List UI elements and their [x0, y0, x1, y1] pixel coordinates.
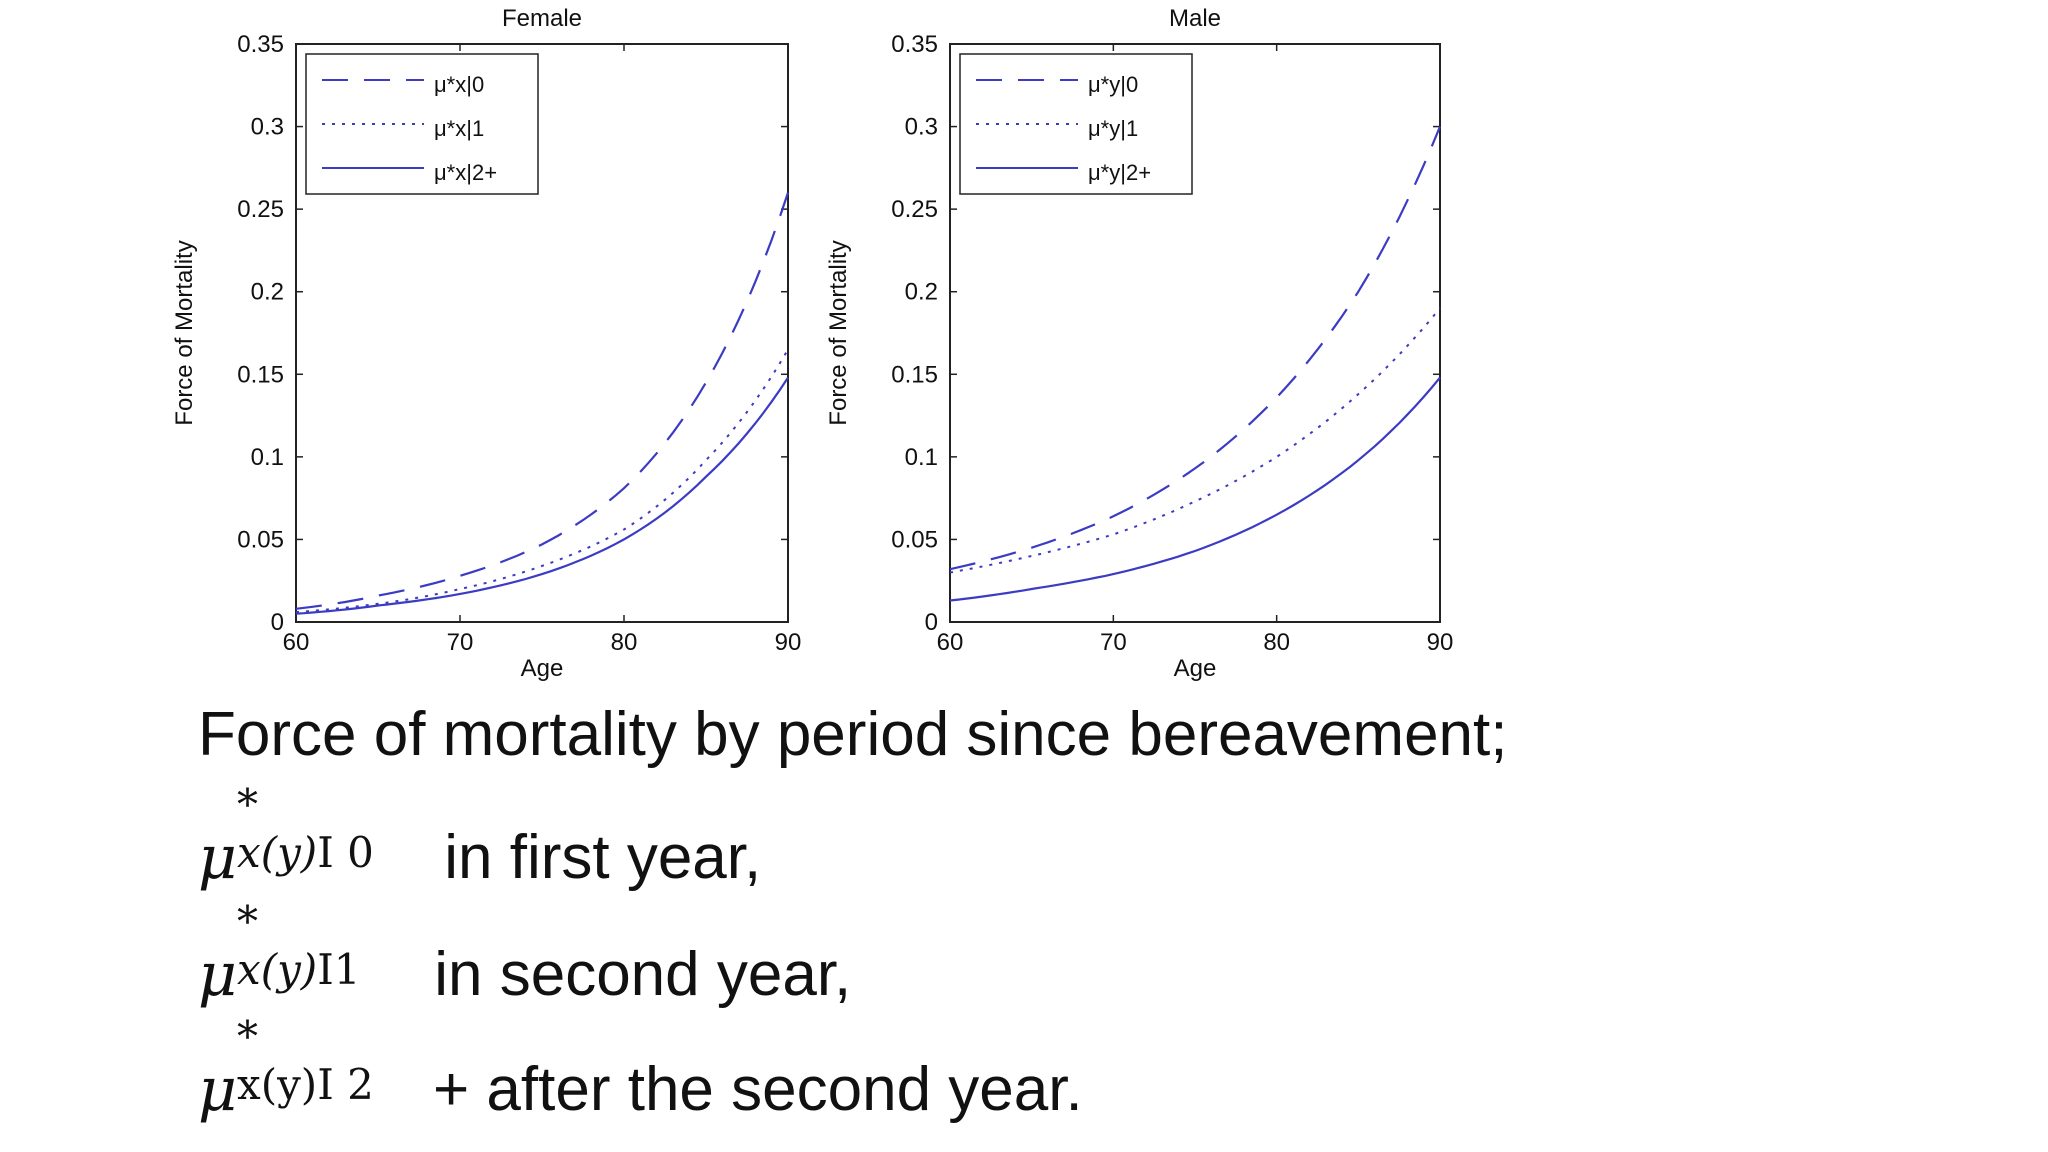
caption-line-3-text: in second year,: [434, 940, 852, 1009]
sub-x: x: [237, 828, 261, 877]
x-tick-label: 80: [611, 629, 638, 656]
y-axis-label: Force of Mortality: [171, 240, 198, 425]
sub-x: x: [237, 1060, 261, 1109]
caption-line-2: μ * x(y)I 0 in first year,: [198, 784, 762, 892]
mu-star: *: [237, 897, 258, 946]
legend-entry: μ*x|1: [434, 116, 484, 141]
x-tick-label: 90: [1427, 629, 1454, 656]
sub-y: (y): [260, 828, 318, 877]
x-tick-label: 80: [1263, 629, 1290, 656]
mu-symbol: μ: [198, 823, 237, 893]
y-tick-label: 0.15: [237, 361, 284, 388]
mu-subscript-0: * x(y)I 0: [237, 784, 427, 878]
series-line-dashed: [295, 192, 790, 610]
y-tick-label: 0.25: [237, 196, 284, 223]
y-tick-label: 0.1: [905, 444, 938, 471]
sub-y: (y): [260, 945, 318, 994]
legend-entry: μ*x|2+: [434, 160, 497, 185]
sub-tail: I 2: [317, 1060, 374, 1109]
y-tick-label: 0.2: [251, 279, 284, 306]
y-axis-label: Force of Mortality: [825, 240, 852, 425]
x-tick-label: 60: [283, 629, 310, 656]
x-axis-label: Age: [1174, 655, 1217, 682]
series-line-solid: [295, 376, 789, 615]
y-tick-label: 0: [925, 609, 938, 636]
sub-tail: I1: [317, 945, 361, 994]
caption-line-3: μ * x(y)I1 in second year,: [198, 901, 852, 1009]
chart-title: Female: [502, 5, 582, 32]
y-tick-label: 0.3: [251, 114, 284, 141]
sub-tail: I 0: [317, 828, 374, 877]
legend-entry: μ*y|1: [1088, 116, 1138, 141]
sub-y: (y): [260, 1060, 318, 1109]
series-line-dotted: [295, 348, 789, 614]
legend-entry: μ*x|0: [434, 72, 484, 97]
y-tick-label: 0: [271, 609, 284, 636]
x-tick-label: 90: [775, 629, 802, 656]
legend-entry: μ*y|2+: [1088, 160, 1151, 185]
mu-subscript-1: * x(y)I1: [237, 901, 417, 995]
mu-symbol: μ: [198, 940, 237, 1010]
mu-symbol: μ: [198, 1055, 237, 1125]
caption-line-4-text: + after the second year.: [433, 1055, 1083, 1124]
x-axis-label: Age: [521, 655, 564, 682]
x-tick-label: 70: [447, 629, 474, 656]
caption-line-1-text: Force of mortality by period since berea…: [198, 700, 1508, 769]
y-tick-label: 0.3: [905, 114, 938, 141]
y-tick-label: 0.15: [891, 361, 938, 388]
caption-line-1: Force of mortality by period since berea…: [198, 704, 1507, 766]
sub-x: x: [237, 945, 261, 994]
series-line-dotted: [949, 307, 1441, 574]
y-tick-label: 0.05: [237, 526, 284, 553]
plot-frame: [295, 43, 789, 623]
chart-title: Male: [1169, 5, 1221, 32]
mu-star: *: [237, 780, 258, 829]
y-tick-label: 0.1: [251, 444, 284, 471]
y-tick-label: 0.35: [891, 31, 938, 58]
y-tick-label: 0.05: [891, 526, 938, 553]
caption-line-4: μ * x(y)I 2 + after the second year.: [198, 1016, 1083, 1124]
plot-frame: [949, 43, 1441, 623]
mu-subscript-2: * x(y)I 2: [237, 1016, 433, 1110]
y-tick-label: 0.25: [891, 196, 938, 223]
series-line-solid: [949, 376, 1441, 602]
series-line-dashed: [949, 126, 1442, 571]
mu-star: *: [237, 1012, 258, 1061]
y-tick-label: 0.2: [905, 279, 938, 306]
charts-area: Female Age Force of Mortality 60 70 80 90 0 0.05…: [171, 5, 1454, 682]
x-tick-label: 60: [937, 629, 964, 656]
legend-entry: μ*y|0: [1088, 72, 1138, 97]
caption-line-2-text: in first year,: [444, 823, 762, 892]
x-tick-label: 70: [1100, 629, 1127, 656]
y-tick-label: 0.35: [237, 31, 284, 58]
